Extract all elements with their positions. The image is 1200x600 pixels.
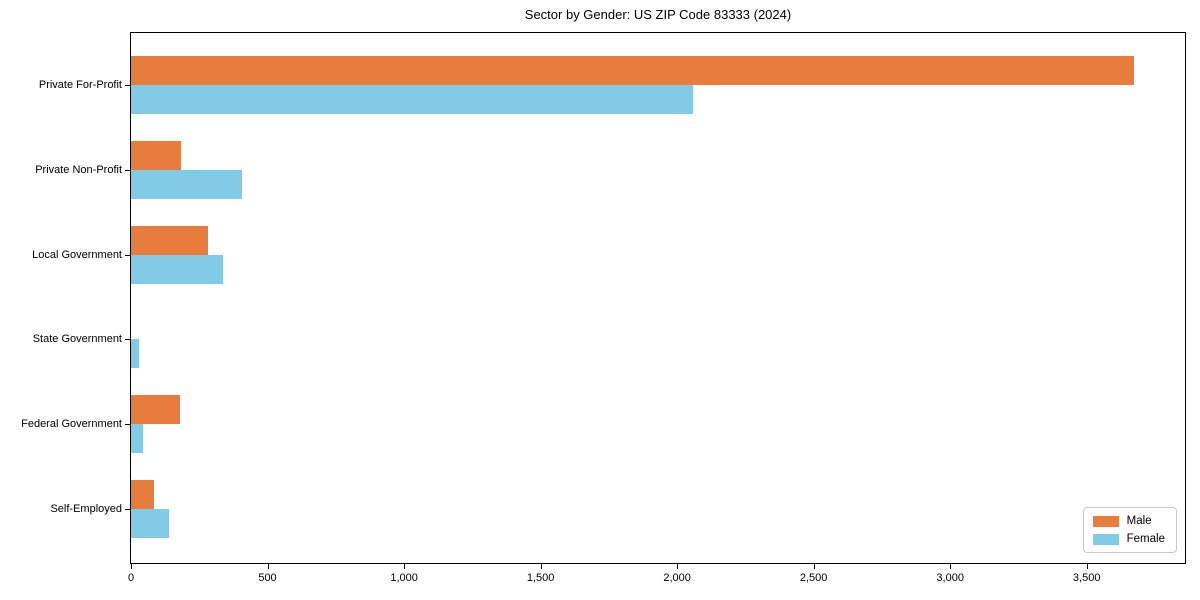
y-tick-mark — [125, 169, 130, 171]
y-tick-mark — [125, 509, 130, 510]
y-tick-mark — [125, 254, 130, 256]
bar-male-federal-government — [131, 395, 180, 425]
x-axis-tick-label: 1,000 — [390, 572, 418, 584]
x-tick-mark — [131, 564, 132, 569]
bar-female-state-government — [131, 339, 139, 369]
legend-swatch-female — [1092, 533, 1119, 545]
y-axis-label-self-employed: Self-Employed — [50, 503, 122, 515]
y-axis-label-state-government: State Government — [32, 333, 122, 346]
y-axis-label-private-for-profit: Private For-Profit — [38, 79, 122, 91]
legend-item-male: Male — [1092, 515, 1165, 527]
bar-female-private-for-profit — [131, 85, 693, 114]
x-tick-mark — [1086, 564, 1088, 569]
bar-male-self-employed — [131, 480, 155, 509]
legend-label-female: Female — [1126, 533, 1165, 545]
legend-item-female: Female — [1092, 533, 1165, 545]
x-axis-tick-label: 3,500 — [1072, 572, 1101, 584]
y-axis-label-private-non-profit: Private Non-Profit — [35, 163, 122, 176]
y-tick-mark — [125, 424, 130, 426]
x-axis-tick-label: 1,500 — [526, 572, 555, 584]
x-tick-mark — [813, 564, 815, 569]
y-axis-label-local-government: Local Government — [32, 248, 122, 261]
x-axis-tick-label: 0 — [127, 572, 135, 584]
bar-male-private-non-profit — [131, 140, 181, 170]
x-tick-mark — [267, 564, 269, 569]
legend-label-male: Male — [1126, 515, 1152, 527]
bar-male-private-for-profit — [131, 56, 1135, 85]
bar-female-private-non-profit — [131, 169, 242, 199]
y-tick-mark — [125, 85, 130, 86]
bar-female-federal-government — [131, 424, 144, 454]
bar-male-local-government — [131, 225, 209, 255]
bar-female-local-government — [131, 254, 223, 284]
legend: Male Female — [1082, 507, 1177, 553]
x-axis-tick-label: 3,000 — [936, 572, 964, 584]
y-axis-label-federal-government: Federal Government — [21, 418, 122, 431]
x-tick-mark — [540, 564, 542, 569]
x-axis-tick-label: 500 — [258, 572, 277, 584]
legend-swatch-male — [1092, 515, 1119, 527]
plot-area: Male Female — [130, 32, 1186, 564]
x-tick-mark — [950, 564, 952, 569]
y-tick-mark — [125, 339, 130, 341]
x-tick-mark — [677, 564, 679, 569]
bar-female-self-employed — [131, 509, 170, 538]
x-axis-tick-label: 2,500 — [799, 572, 828, 584]
x-axis-tick-label: 2,000 — [663, 572, 691, 584]
chart-title: Sector by Gender: US ZIP Code 83333 (202… — [524, 7, 792, 22]
x-tick-mark — [404, 564, 406, 569]
